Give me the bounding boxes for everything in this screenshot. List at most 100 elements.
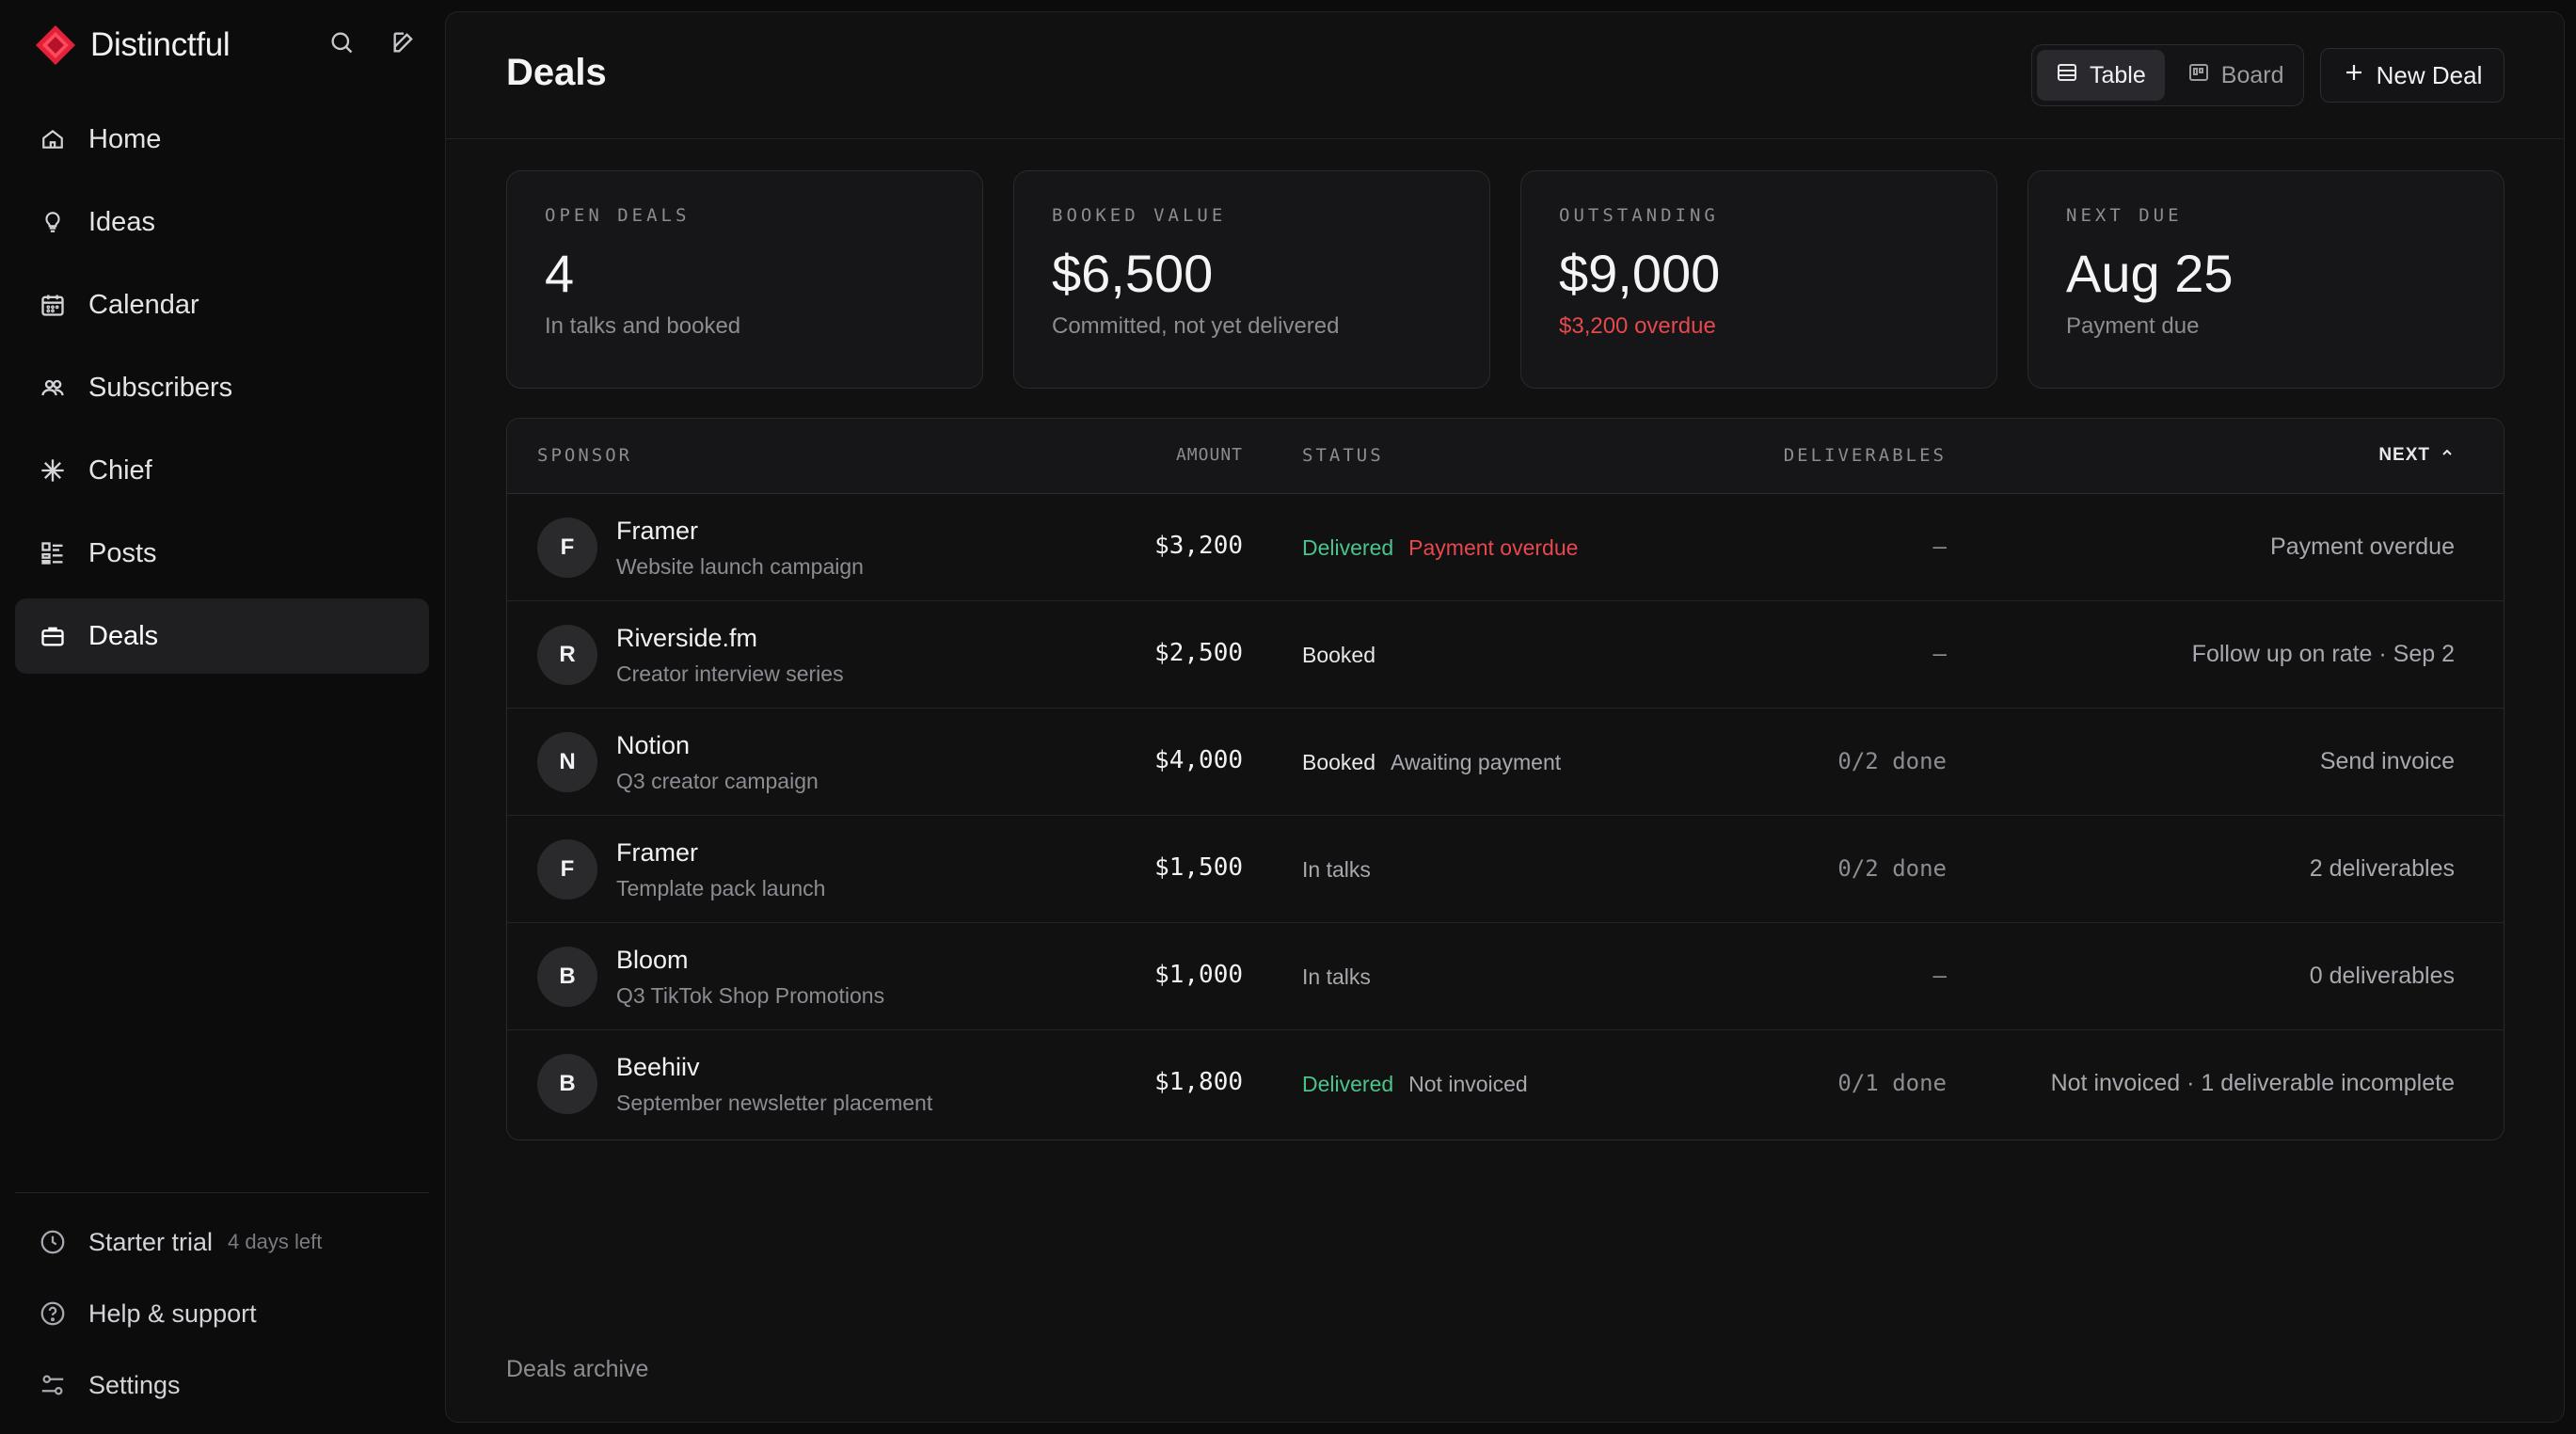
status-detail: Not invoiced <box>1408 1072 1528 1096</box>
column-header-next-label: NEXT <box>2378 445 2430 466</box>
deal-status: Delivered Not invoiced <box>1302 1072 1528 1097</box>
sidebar-item-label: Posts <box>88 537 157 568</box>
sidebar-item-posts[interactable]: Posts <box>15 516 429 591</box>
status-badge: Booked <box>1302 643 1376 667</box>
sponsor-name: Beehiiv <box>616 1053 700 1081</box>
list-icon <box>38 538 68 568</box>
next-action: Follow up on rate · Sep 2 <box>2191 641 2455 667</box>
sidebar-divider <box>15 1192 429 1193</box>
stat-sub: Committed, not yet delivered <box>1052 313 1340 339</box>
table-row[interactable]: B Beehiiv September newsletter placement $1… <box>507 1030 2504 1138</box>
sidebar-item-label: Deals <box>88 620 159 651</box>
table-row[interactable]: N Notion Q3 creator campaign $4,000 Booked Aw… <box>507 709 2504 816</box>
stat-value: Aug 25 <box>2066 244 2234 303</box>
stat-card-outstanding: OUTSTANDING $9,000 $3,200 overdue <box>1520 170 1997 389</box>
deal-status: In talks <box>1302 964 1371 990</box>
deal-status: In talks <box>1302 857 1371 883</box>
deal-amount: $1,000 <box>1154 961 1243 989</box>
sponsor-avatar: N <box>537 732 597 792</box>
deliverables-progress: – <box>1932 963 1947 989</box>
column-header-deliverables[interactable]: DELIVERABLES <box>1783 445 1947 466</box>
column-header-sponsor[interactable]: SPONSOR <box>537 445 633 466</box>
next-action: Send invoice <box>2319 748 2455 774</box>
column-header-next[interactable]: NEXT <box>507 445 2455 466</box>
stat-label: OUTSTANDING <box>1559 205 1719 226</box>
clock-icon <box>38 1227 68 1257</box>
status-badge: Delivered <box>1302 535 1394 560</box>
sidebar: Distinctful Home Ideas <box>0 0 445 1434</box>
board-view-label: Board <box>2220 61 2284 88</box>
deal-description: Template pack launch <box>616 876 826 900</box>
brand[interactable]: Distinctful <box>34 21 231 70</box>
stat-value: $9,000 <box>1559 244 1721 303</box>
deal-status: Booked Awaiting payment <box>1302 750 1561 775</box>
chevron-up-icon <box>2440 445 2455 466</box>
sponsor-avatar: B <box>537 947 597 1007</box>
table-view-label: Table <box>2090 61 2146 88</box>
deliverables-progress: 0/2 done <box>1837 748 1947 774</box>
deals-archive-link[interactable]: Deals archive <box>506 1356 649 1382</box>
sidebar-item-label: Subscribers <box>88 372 233 403</box>
deal-amount: $2,500 <box>1154 639 1243 667</box>
search-icon[interactable] <box>326 26 358 58</box>
deal-amount: $3,200 <box>1154 532 1243 560</box>
sponsor-name: Notion <box>616 731 691 759</box>
sidebar-item-label: Chief <box>88 454 152 486</box>
status-badge: In talks <box>1302 964 1371 989</box>
users-icon <box>38 373 68 403</box>
stat-label: OPEN DEALS <box>545 205 691 226</box>
deal-amount: $1,500 <box>1154 853 1243 882</box>
next-action: 2 deliverables <box>2309 855 2455 882</box>
status-detail: Payment overdue <box>1408 535 1579 560</box>
sidebar-item-label: Ideas <box>88 206 155 237</box>
sidebar-item-deals[interactable]: Deals <box>15 598 429 674</box>
sidebar-item-home[interactable]: Home <box>15 102 429 177</box>
stat-sub: In talks and booked <box>545 313 741 339</box>
table-row[interactable]: F Framer Template pack launch $1,500 In talk… <box>507 816 2504 923</box>
table-icon <box>2056 61 2078 90</box>
table-body: F Framer Website launch campaign $3,200 Deli… <box>507 494 2504 1138</box>
table-row[interactable]: B Bloom Q3 TikTok Shop Promotions $1,000 In … <box>507 923 2504 1030</box>
sidebar-item-chief[interactable]: Chief <box>15 433 429 508</box>
trial-status[interactable]: Starter trial 4 days left <box>15 1206 429 1278</box>
stat-sub-overdue: $3,200 overdue <box>1559 313 1716 339</box>
sidebar-item-calendar[interactable]: Calendar <box>15 267 429 343</box>
table-view-button[interactable]: Table <box>2037 50 2165 101</box>
stat-card-booked-value: BOOKED VALUE $6,500 Committed, not yet d… <box>1013 170 1490 389</box>
next-action: Not invoiced · 1 deliverable incomplete <box>2050 1070 2455 1096</box>
new-deal-button[interactable]: New Deal <box>2320 48 2504 103</box>
table-row[interactable]: R Riverside.fm Creator interview series $2,… <box>507 601 2504 709</box>
stat-card-open-deals: OPEN DEALS 4 In talks and booked <box>506 170 983 389</box>
sidebar-item-label: Home <box>88 123 162 154</box>
page-title: Deals <box>506 52 607 93</box>
column-header-amount[interactable]: AMOUNT <box>1175 445 1243 465</box>
stat-cards: OPEN DEALS 4 In talks and booked BOOKED … <box>506 170 2504 389</box>
help-label: Help & support <box>88 1299 257 1328</box>
table-row[interactable]: F Framer Website launch campaign $3,200 Deli… <box>507 494 2504 601</box>
board-view-button[interactable]: Board <box>2169 50 2303 101</box>
stat-label: NEXT DUE <box>2066 205 2183 226</box>
deals-table: SPONSOR AMOUNT STATUS DELIVERABLES NEXT … <box>506 418 2504 1140</box>
help-support-link[interactable]: Help & support <box>15 1278 429 1349</box>
settings-label: Settings <box>88 1370 181 1399</box>
settings-link[interactable]: Settings <box>15 1349 429 1421</box>
stat-label: BOOKED VALUE <box>1052 205 1227 226</box>
sparkle-icon <box>38 455 68 486</box>
sidebar-item-subscribers[interactable]: Subscribers <box>15 350 429 425</box>
sidebar-item-label: Calendar <box>88 289 199 320</box>
brand-logo-icon <box>36 25 75 65</box>
sponsor-name: Bloom <box>616 946 689 974</box>
sponsor-avatar: R <box>537 625 597 685</box>
sidebar-nav: Home Ideas Calendar Subscribers <box>15 102 429 681</box>
sidebar-item-ideas[interactable]: Ideas <box>15 184 429 260</box>
column-header-status[interactable]: STATUS <box>1302 445 1384 466</box>
sponsor-name: Framer <box>616 838 698 867</box>
home-icon <box>38 124 68 154</box>
deliverables-progress: – <box>1932 641 1947 667</box>
status-badge: Delivered <box>1302 1072 1394 1096</box>
next-action: Payment overdue <box>2270 534 2455 560</box>
compose-icon[interactable] <box>388 26 420 58</box>
main-panel: Deals Table Board <box>445 11 2565 1423</box>
trial-remaining: 4 days left <box>228 1230 323 1253</box>
